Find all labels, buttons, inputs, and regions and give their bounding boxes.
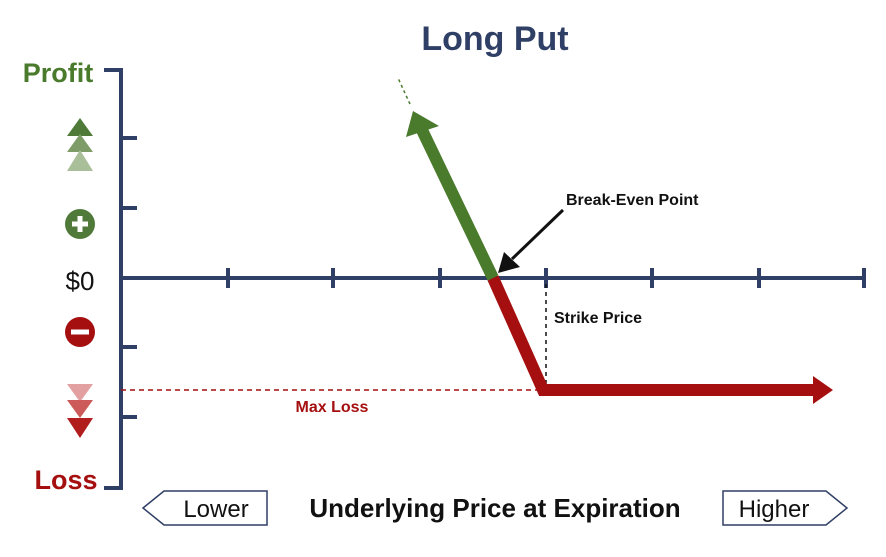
- zero-label: $0: [66, 266, 95, 296]
- x-axis-label: Underlying Price at Expiration: [309, 493, 680, 523]
- profit-payoff-line: [416, 127, 499, 281]
- profit-extension-dashes: [397, 77, 411, 105]
- loss-payoff-line: [487, 275, 815, 396]
- lower-label: Lower: [183, 496, 248, 523]
- higher-label: Higher: [739, 496, 810, 523]
- higher-arrow-label: Higher: [722, 490, 849, 526]
- profit-label: Profit: [23, 58, 94, 88]
- break-even-label: Break-Even Point: [566, 192, 699, 209]
- max-loss-label: Max Loss: [296, 399, 369, 416]
- loss-arrowhead: [813, 376, 833, 404]
- strike-price-label: Strike Price: [554, 310, 642, 327]
- profit-arrowhead: [406, 111, 439, 137]
- loss-label: Loss: [34, 465, 97, 495]
- break-even-pointer: [510, 208, 565, 261]
- diagram-title: Long Put: [421, 20, 568, 58]
- triple-down-arrow-icon: [67, 384, 93, 438]
- minus-circle-icon: [65, 317, 95, 347]
- lower-arrow-label: Lower: [141, 490, 268, 526]
- plus-circle-icon: [65, 209, 95, 239]
- break-even-arrowhead: [498, 252, 520, 273]
- triple-up-arrow-icon: [67, 118, 93, 171]
